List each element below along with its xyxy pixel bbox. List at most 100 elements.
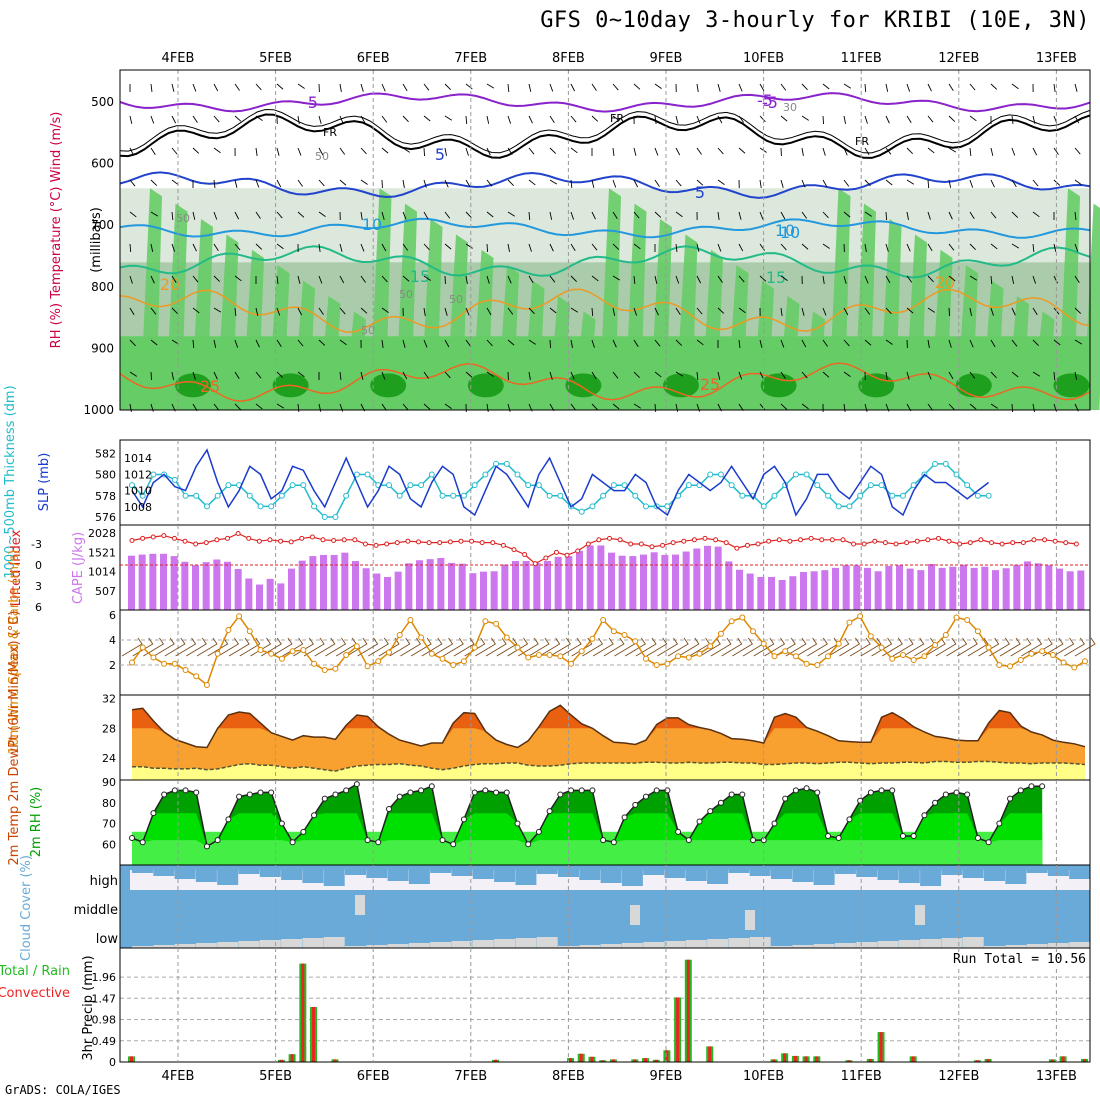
cape-bar bbox=[501, 564, 509, 610]
rh2m-series-point bbox=[814, 789, 821, 796]
wind-barb bbox=[843, 179, 850, 187]
li-point bbox=[649, 544, 655, 550]
wind-barb bbox=[654, 179, 660, 187]
thickness-series-point bbox=[835, 503, 842, 510]
thickness-series-point bbox=[728, 482, 735, 489]
contour-label: 10 bbox=[780, 223, 800, 242]
wind-barb bbox=[150, 83, 153, 92]
wind-barb bbox=[591, 275, 599, 282]
wind-barb bbox=[570, 275, 577, 282]
rh2m-series-point bbox=[246, 791, 253, 798]
precip-convective-bar bbox=[879, 1032, 883, 1062]
wind-barb bbox=[1053, 275, 1058, 284]
wind-barb bbox=[381, 275, 388, 283]
wind-barb bbox=[654, 115, 657, 124]
wind-barb bbox=[381, 307, 389, 313]
contour-label: 50 bbox=[361, 324, 375, 337]
wind10m-series-point bbox=[385, 649, 392, 656]
wind-barb bbox=[885, 307, 892, 315]
cape-bar bbox=[1034, 563, 1042, 610]
rh2m-series-point bbox=[621, 814, 628, 821]
rh-dry-patch bbox=[930, 136, 990, 155]
contour-label: -5 bbox=[757, 91, 773, 110]
cloud-low-bar bbox=[707, 939, 729, 948]
wind10m-barb bbox=[785, 637, 807, 657]
wind-barb bbox=[780, 371, 786, 379]
cape-bar bbox=[757, 576, 765, 610]
precip-convective-bar bbox=[611, 1059, 615, 1062]
wind-barb bbox=[360, 275, 366, 283]
li-point bbox=[596, 537, 602, 543]
rh-moist-column bbox=[1083, 203, 1100, 410]
wind10m-series-point bbox=[664, 660, 671, 667]
rh2m-series-point bbox=[1007, 795, 1014, 802]
wind-barb bbox=[234, 115, 242, 122]
wind-barb bbox=[696, 339, 704, 346]
cape-bar bbox=[842, 565, 850, 610]
wind-barb bbox=[255, 83, 262, 91]
thickness-series-point bbox=[418, 482, 425, 489]
cloud-low-bar bbox=[430, 942, 452, 948]
wind-barb bbox=[255, 179, 260, 188]
li-point bbox=[203, 540, 209, 546]
wind-barb bbox=[150, 147, 156, 155]
wind-barb bbox=[675, 243, 678, 252]
precip-convective-bar bbox=[654, 1059, 658, 1062]
contour-label: 25 bbox=[700, 375, 720, 394]
date-tick-bottom: 6FEB bbox=[357, 1069, 390, 1084]
contour-label: 20 bbox=[935, 273, 955, 292]
wind-barb bbox=[990, 339, 996, 348]
cape-bar bbox=[426, 559, 434, 610]
wind10m-series-point bbox=[1039, 648, 1046, 655]
rh2m-series-point bbox=[921, 812, 928, 819]
thickness-series-point bbox=[610, 482, 617, 489]
wind-barb bbox=[129, 243, 132, 253]
wind-barb bbox=[1032, 243, 1035, 253]
wind10m-series-point bbox=[214, 650, 221, 657]
wind-barb bbox=[570, 307, 579, 313]
precip-convective-bar bbox=[643, 1058, 647, 1062]
wind-barb bbox=[171, 115, 177, 124]
wind10m-barb bbox=[924, 637, 946, 657]
li-point bbox=[1042, 537, 1048, 543]
wind10m-barb bbox=[967, 637, 989, 657]
wind-barb bbox=[570, 147, 578, 154]
wind-barb bbox=[738, 275, 745, 283]
wind10m-barb bbox=[496, 637, 518, 657]
rh2m-series-point bbox=[236, 793, 243, 800]
wind-barb bbox=[528, 243, 532, 252]
cloud-high-bar bbox=[962, 869, 984, 878]
thickness-series-point bbox=[450, 492, 457, 499]
date-tick-bottom: 5FEB bbox=[259, 1069, 292, 1084]
cape-bar bbox=[704, 545, 711, 610]
wind-barb bbox=[528, 307, 535, 315]
wind-barb bbox=[1011, 179, 1017, 187]
li-tick-label: 3 bbox=[35, 580, 42, 593]
wind-barb bbox=[444, 339, 450, 348]
li-point bbox=[278, 538, 284, 544]
wind10m-series-point bbox=[653, 662, 660, 668]
rh2m-series-point bbox=[353, 781, 360, 788]
li-point bbox=[416, 539, 421, 545]
wind-barb bbox=[633, 275, 636, 285]
wind10m-barb bbox=[196, 637, 218, 657]
li-tick-label: -3 bbox=[31, 538, 42, 551]
wind-barb bbox=[549, 147, 557, 154]
wind-barb bbox=[339, 115, 344, 124]
precip-legend-convective: Convective bbox=[0, 986, 70, 1001]
wind-barb bbox=[885, 147, 892, 155]
wind-barb bbox=[822, 307, 827, 316]
wind-barb bbox=[780, 243, 787, 251]
cloud-high-bar bbox=[771, 869, 792, 879]
wind10m-series-point bbox=[867, 633, 874, 640]
wind-barb bbox=[1074, 339, 1083, 345]
cape-bar bbox=[480, 571, 487, 610]
wind10m-series-point bbox=[471, 644, 478, 651]
thickness-series-point bbox=[139, 492, 146, 499]
cloud-level-low: low bbox=[96, 932, 119, 947]
precip-tick-label: 0 bbox=[109, 1056, 116, 1069]
wind-barb bbox=[444, 371, 451, 379]
wind-barb bbox=[843, 371, 851, 377]
wind-barb bbox=[297, 211, 305, 218]
wind10m-series-point bbox=[953, 614, 960, 621]
